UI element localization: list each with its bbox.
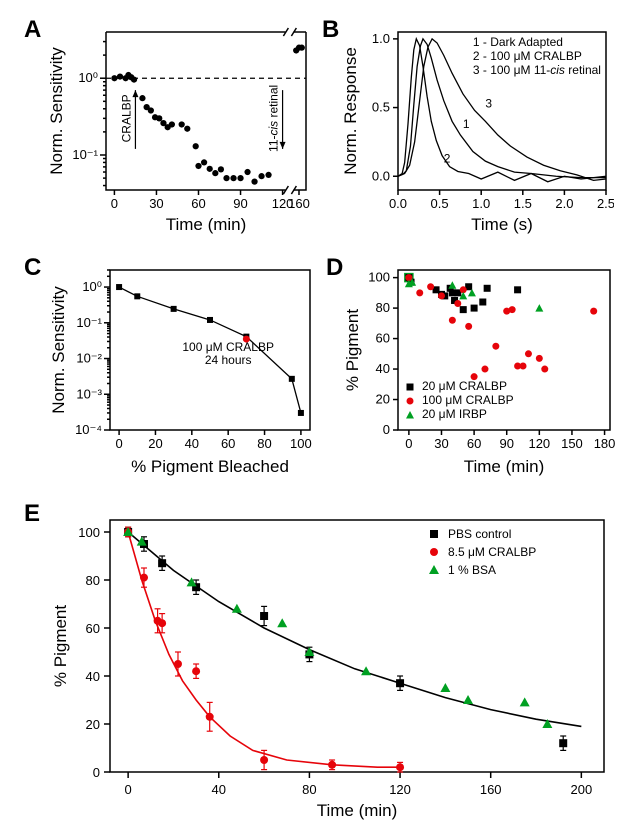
svg-text:60: 60 <box>86 621 100 636</box>
svg-text:11-cis retinal: 11-cis retinal <box>267 85 281 152</box>
svg-text:20: 20 <box>148 436 162 451</box>
svg-text:1 % BSA: 1 % BSA <box>448 563 496 577</box>
svg-text:10⁻¹: 10⁻¹ <box>76 315 102 330</box>
svg-text:1.5: 1.5 <box>514 196 532 211</box>
svg-text:0.5: 0.5 <box>372 100 390 115</box>
panel-e: 0 40 80 120 160 200 0 20 40 60 80 100 PBS control 8.5… <box>48 506 618 826</box>
svg-text:8.5 μM CRALBP: 8.5 μM CRALBP <box>448 545 536 559</box>
svg-text:2: 2 <box>444 152 451 166</box>
svg-text:160: 160 <box>288 196 310 211</box>
svg-text:Norm. Sensitivity: Norm. Sensitivity <box>48 47 66 175</box>
svg-text:0: 0 <box>93 765 100 780</box>
svg-text:20 μM CRALBP: 20 μM CRALBP <box>422 379 507 393</box>
svg-text:40: 40 <box>86 669 100 684</box>
svg-text:30: 30 <box>434 436 448 451</box>
panel-label-a: A <box>24 16 41 44</box>
svg-text:100 μM CRALBP: 100 μM CRALBP <box>182 340 274 354</box>
svg-text:80: 80 <box>257 436 271 451</box>
panel-d-svg: 0 30 60 90 120 150 180 0 20 40 60 80 100 20 μM CRALBP… <box>344 260 618 480</box>
svg-text:0: 0 <box>405 436 412 451</box>
figure-root: A 030609012016010⁻¹10⁰CRALBP11-cis retin… <box>0 0 624 839</box>
svg-text:90: 90 <box>233 196 247 211</box>
svg-text:60: 60 <box>467 436 481 451</box>
svg-text:% Pigment Bleached: % Pigment Bleached <box>131 457 289 476</box>
svg-text:40: 40 <box>212 782 226 797</box>
svg-text:10⁻³: 10⁻³ <box>76 386 102 401</box>
svg-text:10⁻¹: 10⁻¹ <box>72 147 98 162</box>
panel-a-svg: 030609012016010⁻¹10⁰CRALBP11-cis retinal… <box>48 22 318 238</box>
svg-text:60: 60 <box>191 196 205 211</box>
panel-b-svg: 0.0 0.5 1.0 1.5 2.0 2.5 0.0 0.5 1.0 1 2 3 1 - Dark A… <box>342 22 614 238</box>
svg-text:3: 3 <box>485 97 492 111</box>
svg-text:1.0: 1.0 <box>472 196 490 211</box>
svg-text:24 hours: 24 hours <box>205 353 252 367</box>
svg-text:60: 60 <box>376 331 390 346</box>
svg-text:100: 100 <box>78 525 100 540</box>
svg-text:0: 0 <box>115 436 122 451</box>
svg-text:Time (s): Time (s) <box>471 215 533 234</box>
svg-text:20 μM IRBP: 20 μM IRBP <box>422 407 487 421</box>
svg-text:120: 120 <box>528 436 550 451</box>
panel-e-svg: 0 40 80 120 160 200 0 20 40 60 80 100 PBS control 8.5… <box>48 506 618 826</box>
svg-text:Norm. Response: Norm. Response <box>342 47 360 175</box>
svg-text:CRALBP: CRALBP <box>119 94 133 142</box>
svg-text:1: 1 <box>463 117 470 131</box>
svg-text:0.5: 0.5 <box>431 196 449 211</box>
svg-text:20: 20 <box>376 392 390 407</box>
svg-text:10⁰: 10⁰ <box>78 70 98 85</box>
svg-text:Time (min): Time (min) <box>166 215 247 234</box>
svg-text:40: 40 <box>185 436 199 451</box>
svg-text:1 - Dark Adapted: 1 - Dark Adapted <box>473 35 563 49</box>
svg-text:100: 100 <box>290 436 312 451</box>
svg-text:80: 80 <box>376 300 390 315</box>
svg-text:1.0: 1.0 <box>372 31 390 46</box>
svg-text:20: 20 <box>86 717 100 732</box>
panel-label-e: E <box>24 500 40 528</box>
svg-text:100: 100 <box>368 270 390 285</box>
svg-text:2.0: 2.0 <box>555 196 573 211</box>
svg-text:40: 40 <box>376 361 390 376</box>
svg-text:150: 150 <box>561 436 583 451</box>
svg-text:2 - 100 μM CRALBP: 2 - 100 μM CRALBP <box>473 49 582 63</box>
svg-text:% Pigment: % Pigment <box>344 309 362 391</box>
panel-label-b: B <box>322 16 339 44</box>
svg-text:Time (min): Time (min) <box>464 457 545 476</box>
svg-text:2.5: 2.5 <box>597 196 614 211</box>
svg-text:PBS control: PBS control <box>448 527 511 541</box>
svg-text:180: 180 <box>594 436 616 451</box>
panel-a: 030609012016010⁻¹10⁰CRALBP11-cis retinal… <box>48 22 318 238</box>
svg-text:0: 0 <box>125 782 132 797</box>
svg-text:30: 30 <box>149 196 163 211</box>
svg-text:10⁻⁴: 10⁻⁴ <box>75 422 102 437</box>
svg-text:60: 60 <box>221 436 235 451</box>
panel-c: 0 20 40 60 80 100 10⁻⁴ 10⁻³ 10⁻² 10⁻¹ 10⁰ 100 μM CR… <box>48 260 320 480</box>
panel-label-c: C <box>24 254 41 282</box>
svg-text:80: 80 <box>86 573 100 588</box>
svg-text:Norm. Sensitivity: Norm. Sensitivity <box>49 286 68 414</box>
svg-text:10⁰: 10⁰ <box>82 279 102 294</box>
svg-text:0: 0 <box>111 196 118 211</box>
panel-label-d: D <box>326 254 343 282</box>
svg-text:90: 90 <box>499 436 513 451</box>
svg-text:0.0: 0.0 <box>389 196 407 211</box>
svg-text:160: 160 <box>480 782 502 797</box>
svg-text:% Pigment: % Pigment <box>51 605 70 687</box>
panel-d: 0 30 60 90 120 150 180 0 20 40 60 80 100 20 μM CRALBP… <box>344 260 618 480</box>
svg-text:0: 0 <box>383 422 390 437</box>
svg-text:100 μM CRALBP: 100 μM CRALBP <box>422 393 514 407</box>
svg-text:80: 80 <box>302 782 316 797</box>
svg-text:3 - 100 μM 11-cis retinal: 3 - 100 μM 11-cis retinal <box>473 63 601 77</box>
panel-b: 0.0 0.5 1.0 1.5 2.0 2.5 0.0 0.5 1.0 1 2 3 1 - Dark A… <box>342 22 614 238</box>
panel-c-svg: 0 20 40 60 80 100 10⁻⁴ 10⁻³ 10⁻² 10⁻¹ 10⁰ 100 μM CR… <box>48 260 320 480</box>
svg-text:200: 200 <box>570 782 592 797</box>
svg-text:120: 120 <box>389 782 411 797</box>
svg-text:10⁻²: 10⁻² <box>76 351 102 366</box>
svg-text:0.0: 0.0 <box>372 168 390 183</box>
svg-text:Time (min): Time (min) <box>317 801 398 820</box>
